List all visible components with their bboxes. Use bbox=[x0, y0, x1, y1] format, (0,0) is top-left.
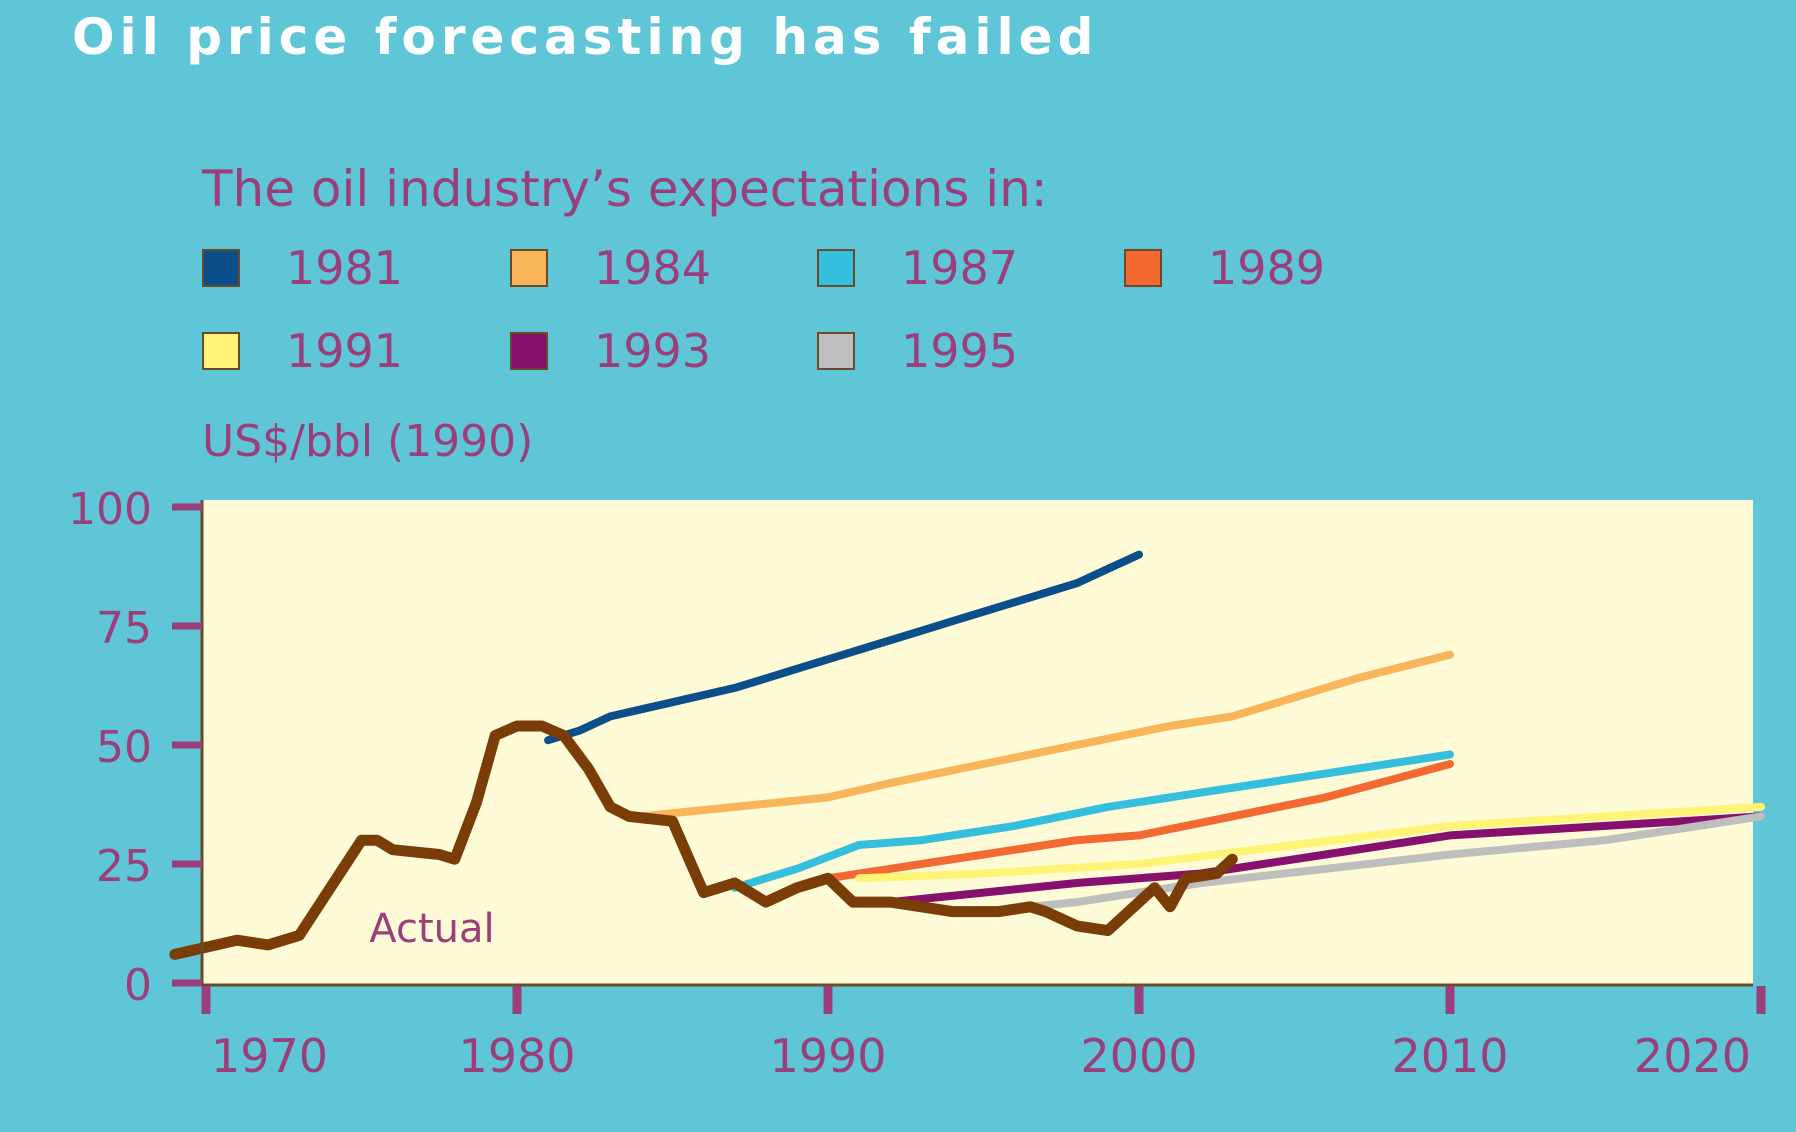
y-tick-label-0: 0 bbox=[124, 960, 152, 1011]
y-tick-label-25: 25 bbox=[96, 841, 152, 892]
series-line-1993 bbox=[886, 812, 1765, 907]
legend-swatch-1987 bbox=[817, 249, 855, 287]
x-tick-label-2010: 2010 bbox=[1391, 1029, 1508, 1083]
legend-label-1981: 1981 bbox=[286, 241, 404, 295]
y-tick-label-75: 75 bbox=[96, 603, 152, 654]
series-line-1984 bbox=[637, 650, 1454, 821]
actual-annotation: Actual bbox=[369, 906, 494, 952]
legend-label-1989: 1989 bbox=[1208, 241, 1326, 295]
series-line-1991 bbox=[855, 802, 1765, 883]
legend-swatch-1984 bbox=[510, 249, 548, 287]
plot-area bbox=[202, 500, 1753, 985]
legend-swatch-1981 bbox=[202, 249, 240, 287]
series-line-actual bbox=[169, 720, 1238, 960]
legend-label-1995: 1995 bbox=[901, 324, 1019, 378]
legend-label-1984: 1984 bbox=[594, 241, 712, 295]
x-tick-label-1990: 1990 bbox=[769, 1029, 886, 1083]
legend-label-1987: 1987 bbox=[901, 241, 1019, 295]
y-tick-label-100: 100 bbox=[68, 484, 152, 535]
series-line-1995 bbox=[979, 812, 1765, 916]
x-tick-label-1980: 1980 bbox=[458, 1029, 575, 1083]
x-tick-label-1970: 1970 bbox=[211, 1029, 328, 1083]
series-lines bbox=[169, 550, 1765, 960]
legend-swatch-1989 bbox=[1124, 249, 1162, 287]
y-tick-label-50: 50 bbox=[96, 722, 152, 773]
legend-swatch-1995 bbox=[817, 332, 855, 370]
x-tick-label-2000: 2000 bbox=[1080, 1029, 1197, 1083]
axes: 0 25 50 75 100 1970 1980 1990 2000 2010 2020 bbox=[68, 484, 1766, 1083]
series-line-1987 bbox=[730, 750, 1454, 892]
page-title: Oil price forecasting has failed bbox=[72, 8, 1099, 66]
legend-label-1991: 1991 bbox=[286, 324, 404, 378]
legend-swatch-1991 bbox=[202, 332, 240, 370]
legend-label-1993: 1993 bbox=[594, 324, 712, 378]
legend-title: The oil industry’s expectations in: bbox=[202, 160, 1048, 218]
series-line-1981 bbox=[544, 550, 1143, 745]
series-line-1989 bbox=[824, 760, 1454, 883]
y-axis-unit-label: US$/bbl (1990) bbox=[202, 416, 534, 467]
x-tick-label-2020: 2020 bbox=[1634, 1029, 1751, 1083]
legend-swatch-1993 bbox=[510, 332, 548, 370]
